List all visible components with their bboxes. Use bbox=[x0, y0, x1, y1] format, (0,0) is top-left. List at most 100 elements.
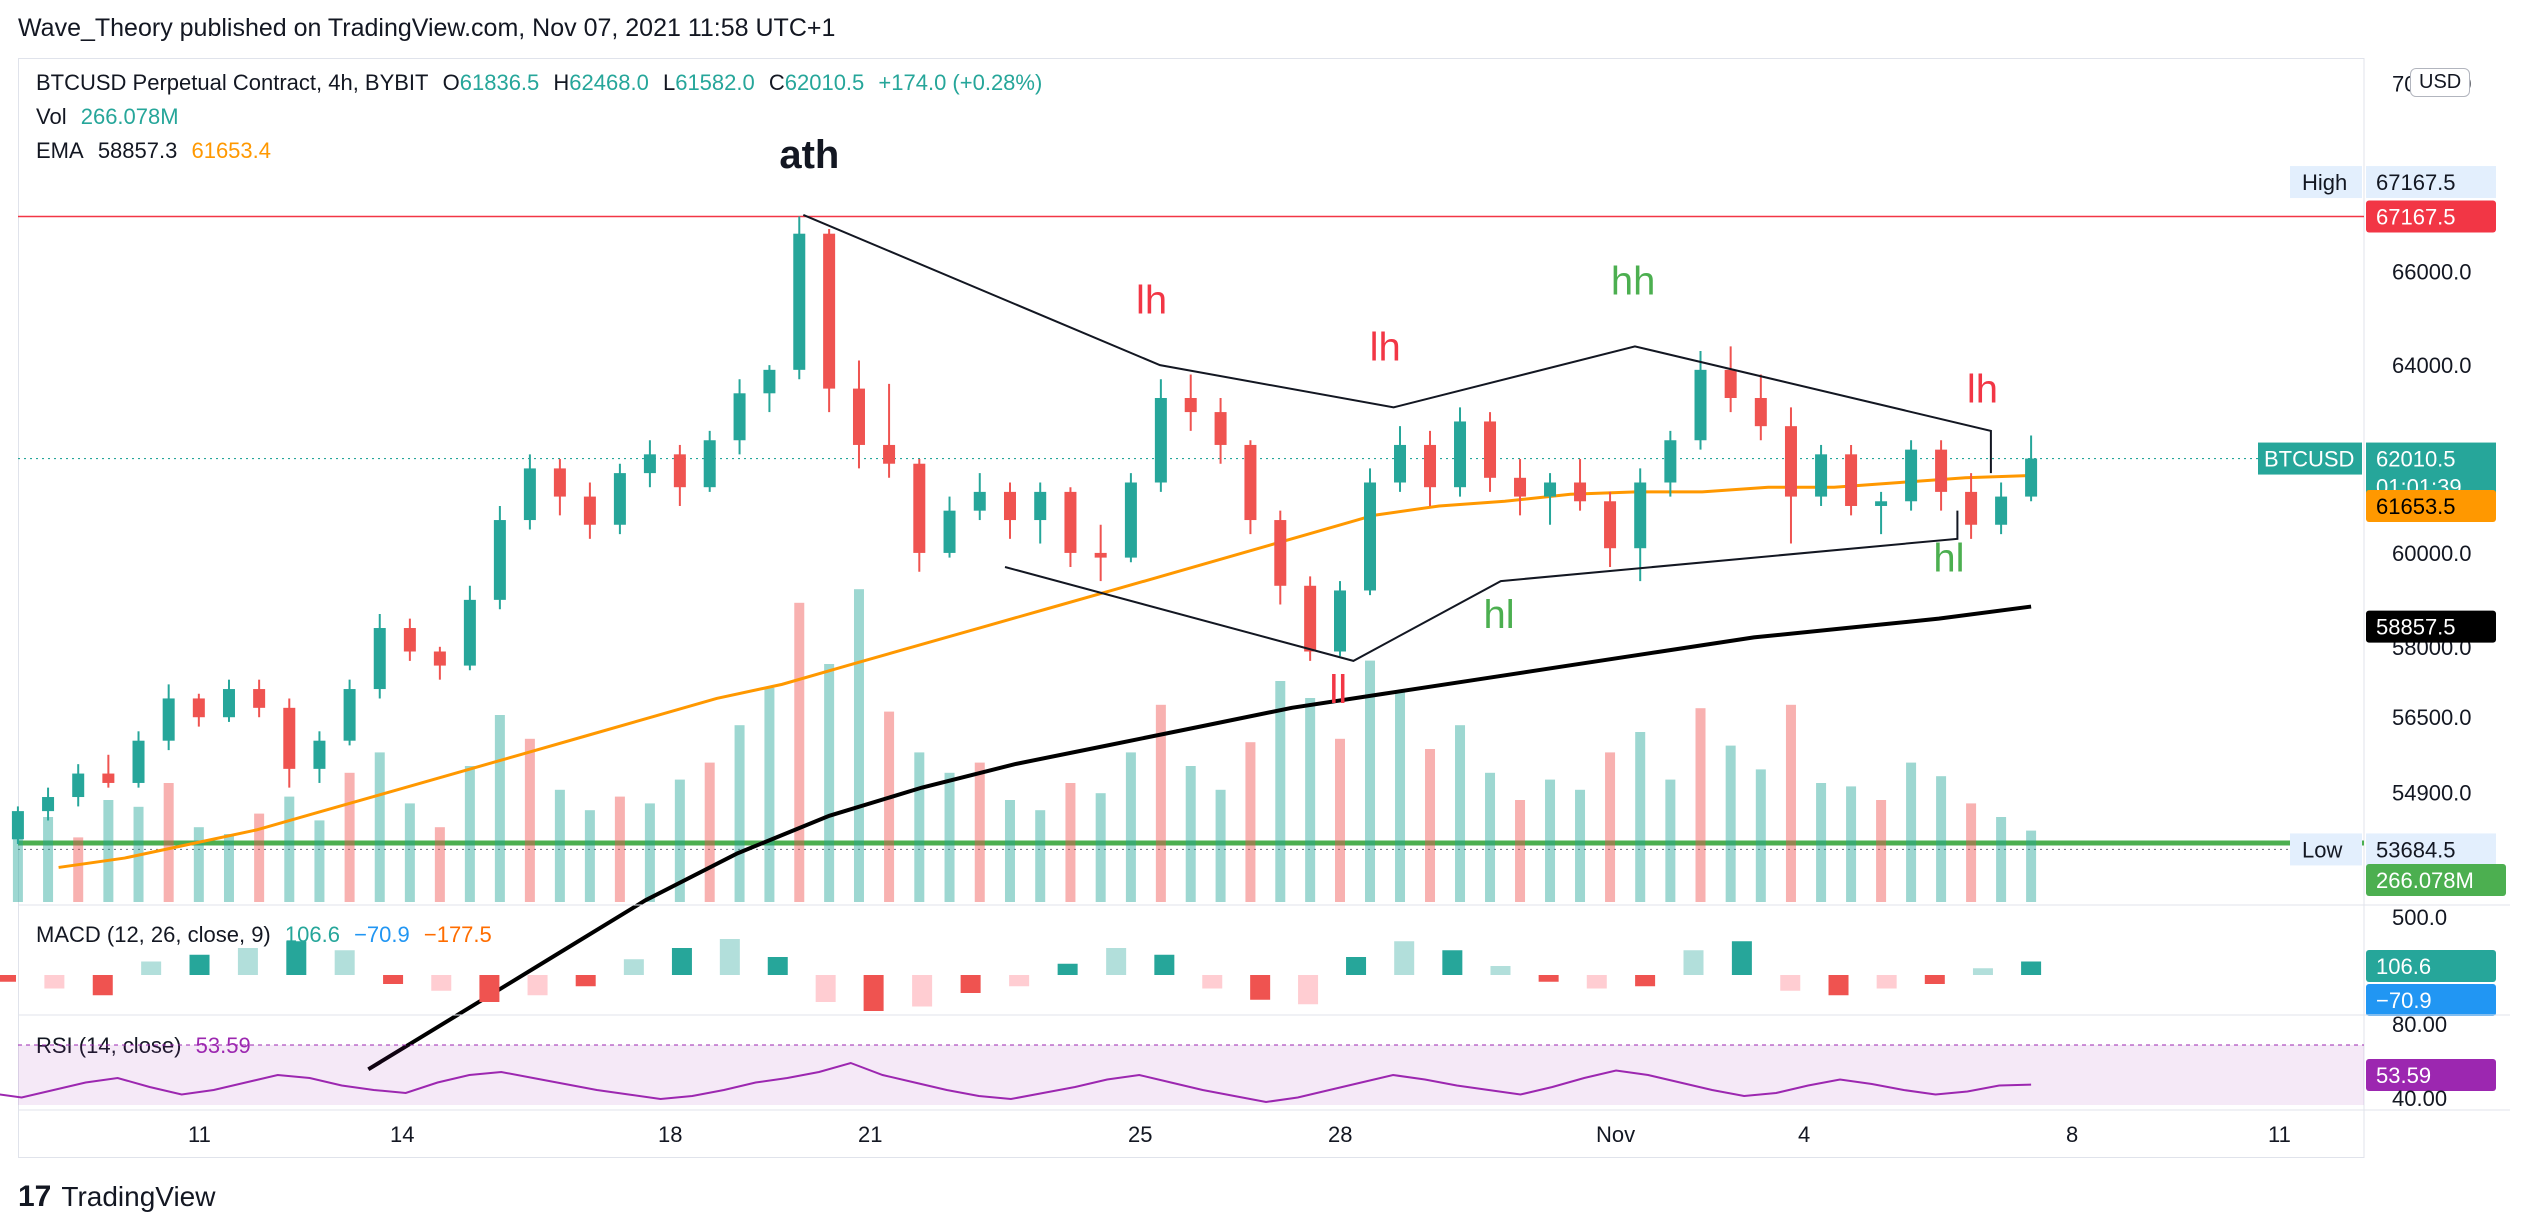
volume-bar bbox=[1785, 704, 1796, 902]
candle-body[interactable] bbox=[1364, 482, 1377, 591]
candle-body[interactable] bbox=[823, 233, 836, 389]
candle-body[interactable] bbox=[2025, 458, 2038, 497]
candle-body[interactable] bbox=[1003, 491, 1016, 521]
candle-body[interactable] bbox=[1694, 369, 1707, 441]
candle-body[interactable] bbox=[1995, 496, 2008, 525]
candle-body[interactable] bbox=[283, 707, 296, 769]
candle-body[interactable] bbox=[1604, 501, 1617, 549]
candle-body[interactable] bbox=[42, 797, 55, 812]
candle-body[interactable] bbox=[132, 740, 145, 783]
time-tick-label: 8 bbox=[2066, 1122, 2078, 1147]
candle-body[interactable] bbox=[373, 628, 386, 690]
tradingview-brand[interactable]: TradingView bbox=[61, 1181, 216, 1212]
candle-body[interactable] bbox=[493, 520, 506, 600]
candle-body[interactable] bbox=[343, 689, 356, 741]
candle-body[interactable] bbox=[162, 698, 175, 741]
candle-body[interactable] bbox=[852, 388, 865, 445]
candle-body[interactable] bbox=[1875, 501, 1888, 506]
candle-body[interactable] bbox=[673, 454, 686, 488]
lower-trendline[interactable] bbox=[1004, 510, 1959, 662]
time-tick-label: 11 bbox=[188, 1122, 211, 1147]
candle-body[interactable] bbox=[463, 599, 476, 666]
candle-body[interactable] bbox=[913, 463, 926, 553]
candle-body[interactable] bbox=[313, 740, 326, 769]
candle-body[interactable] bbox=[1845, 454, 1858, 506]
time-tick-label: 18 bbox=[658, 1122, 682, 1147]
candle-body[interactable] bbox=[1184, 398, 1197, 413]
candle-body[interactable] bbox=[222, 689, 235, 718]
ema-slow-tag-bg bbox=[2366, 610, 2496, 643]
legend-macd-label: MACD (12, 26, close, 9) bbox=[36, 922, 271, 947]
candle-body[interactable] bbox=[1815, 454, 1828, 497]
candle-body[interactable] bbox=[1424, 444, 1437, 488]
candle-body[interactable] bbox=[763, 369, 776, 394]
candle-body[interactable] bbox=[703, 440, 716, 488]
candle-body[interactable] bbox=[1965, 491, 1978, 525]
candle-body[interactable] bbox=[1784, 426, 1797, 497]
candle-body[interactable] bbox=[1514, 477, 1527, 497]
ema-slow-line[interactable] bbox=[367, 604, 2032, 1072]
candle-body[interactable] bbox=[72, 773, 85, 798]
candle-body[interactable] bbox=[973, 491, 986, 511]
ema-fast-line[interactable] bbox=[58, 473, 2032, 869]
candle-body[interactable] bbox=[1334, 590, 1346, 652]
volume-bar bbox=[1275, 681, 1286, 902]
candle-body[interactable] bbox=[1905, 449, 1918, 502]
legend-volume-row[interactable]: Vol 266.078M bbox=[36, 104, 187, 130]
legend-symbol[interactable]: BTCUSD Perpetual Contract, 4h, BYBIT bbox=[36, 70, 429, 95]
candle-body[interactable] bbox=[1634, 482, 1647, 549]
candle-body[interactable] bbox=[943, 510, 956, 553]
candle-body[interactable] bbox=[1064, 491, 1077, 553]
candle-body[interactable] bbox=[1935, 449, 1948, 492]
volume-bar bbox=[1876, 800, 1887, 902]
candle-body[interactable] bbox=[793, 233, 806, 370]
candle-body[interactable] bbox=[192, 698, 205, 718]
volume-tag-bg bbox=[2366, 864, 2506, 896]
candle-body[interactable] bbox=[1274, 520, 1287, 586]
candle-body[interactable] bbox=[733, 393, 746, 441]
candle-body[interactable] bbox=[1094, 552, 1107, 558]
candle-body[interactable] bbox=[1544, 482, 1557, 497]
currency-button[interactable]: USD bbox=[2410, 68, 2471, 97]
macd-histogram-bar bbox=[1009, 975, 1030, 987]
volume-bar bbox=[1335, 738, 1345, 902]
candle-body[interactable] bbox=[1034, 491, 1047, 521]
candle-body[interactable] bbox=[1244, 444, 1257, 521]
candle-body[interactable] bbox=[613, 473, 626, 525]
macd-histogram-bar bbox=[383, 975, 404, 984]
legend-ema-row[interactable]: EMA 58857.3 61653.4 bbox=[36, 138, 279, 164]
candle-body[interactable] bbox=[1754, 398, 1767, 427]
high-value-bg bbox=[2366, 166, 2496, 199]
candle-body[interactable] bbox=[1304, 585, 1317, 652]
candle-body[interactable] bbox=[1664, 440, 1677, 483]
upper-trendline[interactable] bbox=[802, 213, 1992, 474]
pattern-annotation-hl: hl bbox=[1933, 537, 1964, 581]
candle-body[interactable] bbox=[403, 628, 416, 652]
tradingview-logo-icon[interactable]: 17 bbox=[18, 1180, 52, 1213]
candle-body[interactable] bbox=[102, 773, 115, 783]
rsi-line[interactable] bbox=[0, 1061, 2032, 1104]
candle-body[interactable] bbox=[11, 811, 24, 840]
candle-body[interactable] bbox=[1574, 482, 1587, 502]
candle-body[interactable] bbox=[883, 444, 896, 464]
candle-body[interactable] bbox=[1394, 444, 1407, 483]
candle-body[interactable] bbox=[553, 468, 566, 497]
candle-body[interactable] bbox=[523, 468, 536, 521]
volume-bar bbox=[1515, 800, 1526, 902]
candle-body[interactable] bbox=[1454, 421, 1467, 488]
volume-bar bbox=[1155, 704, 1166, 902]
volume-bar bbox=[1846, 786, 1857, 902]
candle-body[interactable] bbox=[643, 454, 656, 474]
candle-body[interactable] bbox=[1724, 369, 1737, 398]
candle-body[interactable] bbox=[1154, 398, 1167, 483]
candle-body[interactable] bbox=[253, 689, 266, 708]
candle-body[interactable] bbox=[1214, 412, 1227, 445]
macd-histogram-bar bbox=[2021, 961, 2042, 975]
candle-body[interactable] bbox=[583, 496, 596, 525]
macd-histogram-bar bbox=[92, 975, 113, 996]
legend-macd-row[interactable]: MACD (12, 26, close, 9) 106.6 −70.9 −177… bbox=[36, 922, 500, 948]
candle-body[interactable] bbox=[1484, 421, 1497, 478]
candle-body[interactable] bbox=[1124, 482, 1137, 558]
candle-body[interactable] bbox=[433, 651, 446, 666]
